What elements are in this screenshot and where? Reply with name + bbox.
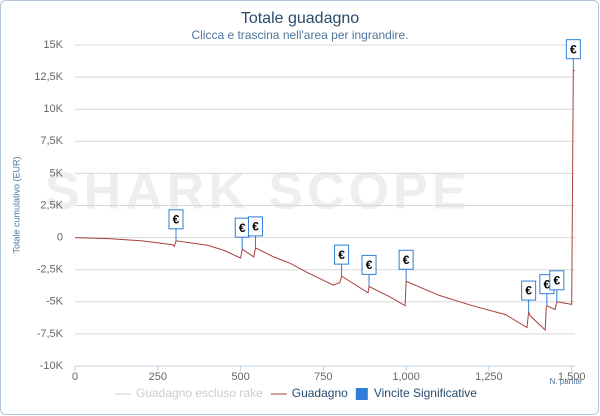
flag: € <box>565 39 581 71</box>
legend-item: Guadagno escluso rake <box>115 386 263 400</box>
flag: € <box>168 209 184 241</box>
legend-symbol <box>355 388 368 400</box>
legend-label: Guadagno <box>292 386 348 400</box>
flag-text: € <box>338 248 345 262</box>
x-tick-label: 1,500 <box>558 371 586 383</box>
watermark: SHARK SCOPE <box>45 163 470 221</box>
flag-box <box>361 254 377 275</box>
legend-item: Vincite Significative <box>355 386 477 400</box>
flag-text: € <box>239 221 246 235</box>
y-tick-label: -2,5K <box>37 264 64 276</box>
y-tick-label: -10K <box>40 360 64 372</box>
line-series <box>74 70 575 332</box>
y-tick-label: -7,5K <box>37 328 64 340</box>
flag-text: € <box>553 273 560 287</box>
y-tick-label: 5K <box>50 167 64 179</box>
flag-text: € <box>403 253 410 267</box>
flag: € <box>247 216 263 248</box>
flag-text: € <box>173 212 180 226</box>
x-axis-title: N. partite <box>550 377 583 386</box>
flag: € <box>398 249 414 282</box>
flag-box <box>334 244 350 265</box>
y-tick-label: 10K <box>43 103 63 115</box>
y-tick-label: -5K <box>46 296 64 308</box>
y-tick-label: 15K <box>43 39 63 51</box>
flag: € <box>521 280 537 313</box>
x-tick-label: 500 <box>231 371 249 383</box>
flag-box <box>521 280 537 301</box>
flag-box <box>247 216 263 237</box>
flag-box <box>565 39 581 60</box>
y-tick-label: 12,5K <box>34 71 63 83</box>
legend-label: Guadagno escluso rake <box>136 386 263 400</box>
x-tick-label: 1,000 <box>392 371 420 383</box>
flag-box <box>168 209 184 230</box>
y-tick-label: 7,5K <box>40 135 63 147</box>
flag-box <box>398 249 414 270</box>
flag-text: € <box>525 284 532 298</box>
y-tick-label: 2,5K <box>40 199 63 211</box>
legend-label: Vincite Significative <box>374 386 477 400</box>
y-tick-label: 0 <box>57 232 63 244</box>
chart-title: Totale guadagno <box>241 10 359 27</box>
x-tick-label: 0 <box>72 371 78 383</box>
flag-text: € <box>544 277 551 291</box>
x-tick-label: 250 <box>149 371 167 383</box>
flag-text: € <box>252 220 259 234</box>
flag-text: € <box>366 258 373 272</box>
flag-text: € <box>570 42 577 56</box>
y-axis-title: Totale cumulativo (EUR) <box>11 156 21 253</box>
legend-item: Guadagno <box>270 386 348 400</box>
chart-subtitle: Clicca e trascina nell'area per ingrandi… <box>191 28 408 42</box>
flag-box <box>549 270 565 291</box>
flag: € <box>361 254 377 287</box>
x-tick-label: 750 <box>314 371 332 383</box>
x-tick-label: 1,250 <box>475 371 503 383</box>
flag: € <box>334 244 350 277</box>
flag: € <box>549 270 565 302</box>
